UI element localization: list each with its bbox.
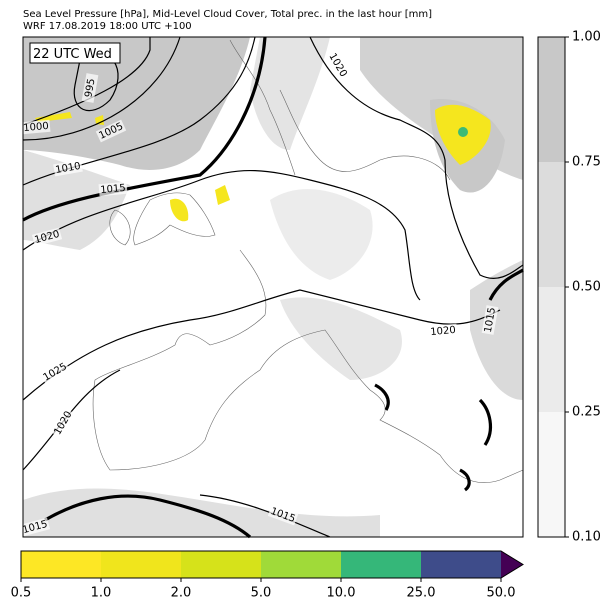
tick-label: 2.0 xyxy=(171,586,192,601)
cloud-colorbar: 0.10 0.25 0.50 0.75 1.00 xyxy=(537,30,601,545)
colorbar-segment xyxy=(538,162,565,287)
contour-label-bg xyxy=(19,517,51,537)
tick-label: 0.25 xyxy=(572,405,601,420)
contour-label-bg xyxy=(21,119,51,135)
tick-label: 5.0 xyxy=(251,586,272,601)
contour-label-bg xyxy=(31,227,63,247)
colorbar-segment xyxy=(538,412,565,537)
map-frame xyxy=(22,36,524,538)
tick-label: 1.0 xyxy=(91,586,112,601)
contour-label: 1015 xyxy=(100,183,126,196)
precip-colorbar: 0.5 1.0 2.0 5.0 10.0 25.0 50.0 xyxy=(11,550,524,601)
tick-label: 50.0 xyxy=(487,586,516,601)
tick-label: 25.0 xyxy=(407,586,436,601)
time-label-box xyxy=(29,42,121,64)
contour-label-bg xyxy=(39,359,71,385)
colorbar-frame xyxy=(20,550,524,579)
colorbar-segment xyxy=(538,287,565,412)
colorbar-segment xyxy=(101,551,181,578)
tick-label: 0.75 xyxy=(572,155,601,170)
tick-label: 10.0 xyxy=(327,586,356,601)
contour-label-bg xyxy=(95,119,127,143)
time-label: 22 UTC Wed xyxy=(33,47,112,62)
coastlines xyxy=(92,39,524,483)
contour-label: 1020 xyxy=(430,325,456,338)
precipitation xyxy=(35,104,491,222)
title-line: Sea Level Pressure [hPa], Mid-Level Clou… xyxy=(23,9,432,20)
tick-label: 0.10 xyxy=(572,530,601,545)
colorbar-segment xyxy=(21,551,101,578)
isobars-bold xyxy=(22,36,524,539)
tick-label: 1.00 xyxy=(572,30,601,45)
colorbar-segment xyxy=(341,551,421,578)
contour-label-bg xyxy=(267,504,299,526)
title-line: WRF 17.08.2019 18:00 UTC +100 xyxy=(23,21,192,32)
contour-label-bg xyxy=(81,73,99,103)
contour-label-bg xyxy=(481,305,499,335)
contour-label: 995 xyxy=(83,78,97,99)
colorbar-segment xyxy=(261,551,341,578)
colorbar-segment xyxy=(538,37,565,162)
colorbar-extend xyxy=(501,551,523,578)
tick-label: 0.5 xyxy=(11,586,32,601)
contour-label: 1010 xyxy=(55,161,82,176)
contour-label: 1000 xyxy=(23,121,49,134)
contour-label-bg xyxy=(50,407,76,439)
colorbar-segment xyxy=(421,551,501,578)
tick-label: 0.50 xyxy=(572,280,601,295)
colorbar-segment xyxy=(181,551,261,578)
contour-label: 1015 xyxy=(483,307,498,334)
contour-label-bg xyxy=(98,181,128,197)
contour-label-bg xyxy=(428,323,458,339)
contour-label-bg xyxy=(325,49,351,81)
contour-label-bg xyxy=(53,159,83,177)
